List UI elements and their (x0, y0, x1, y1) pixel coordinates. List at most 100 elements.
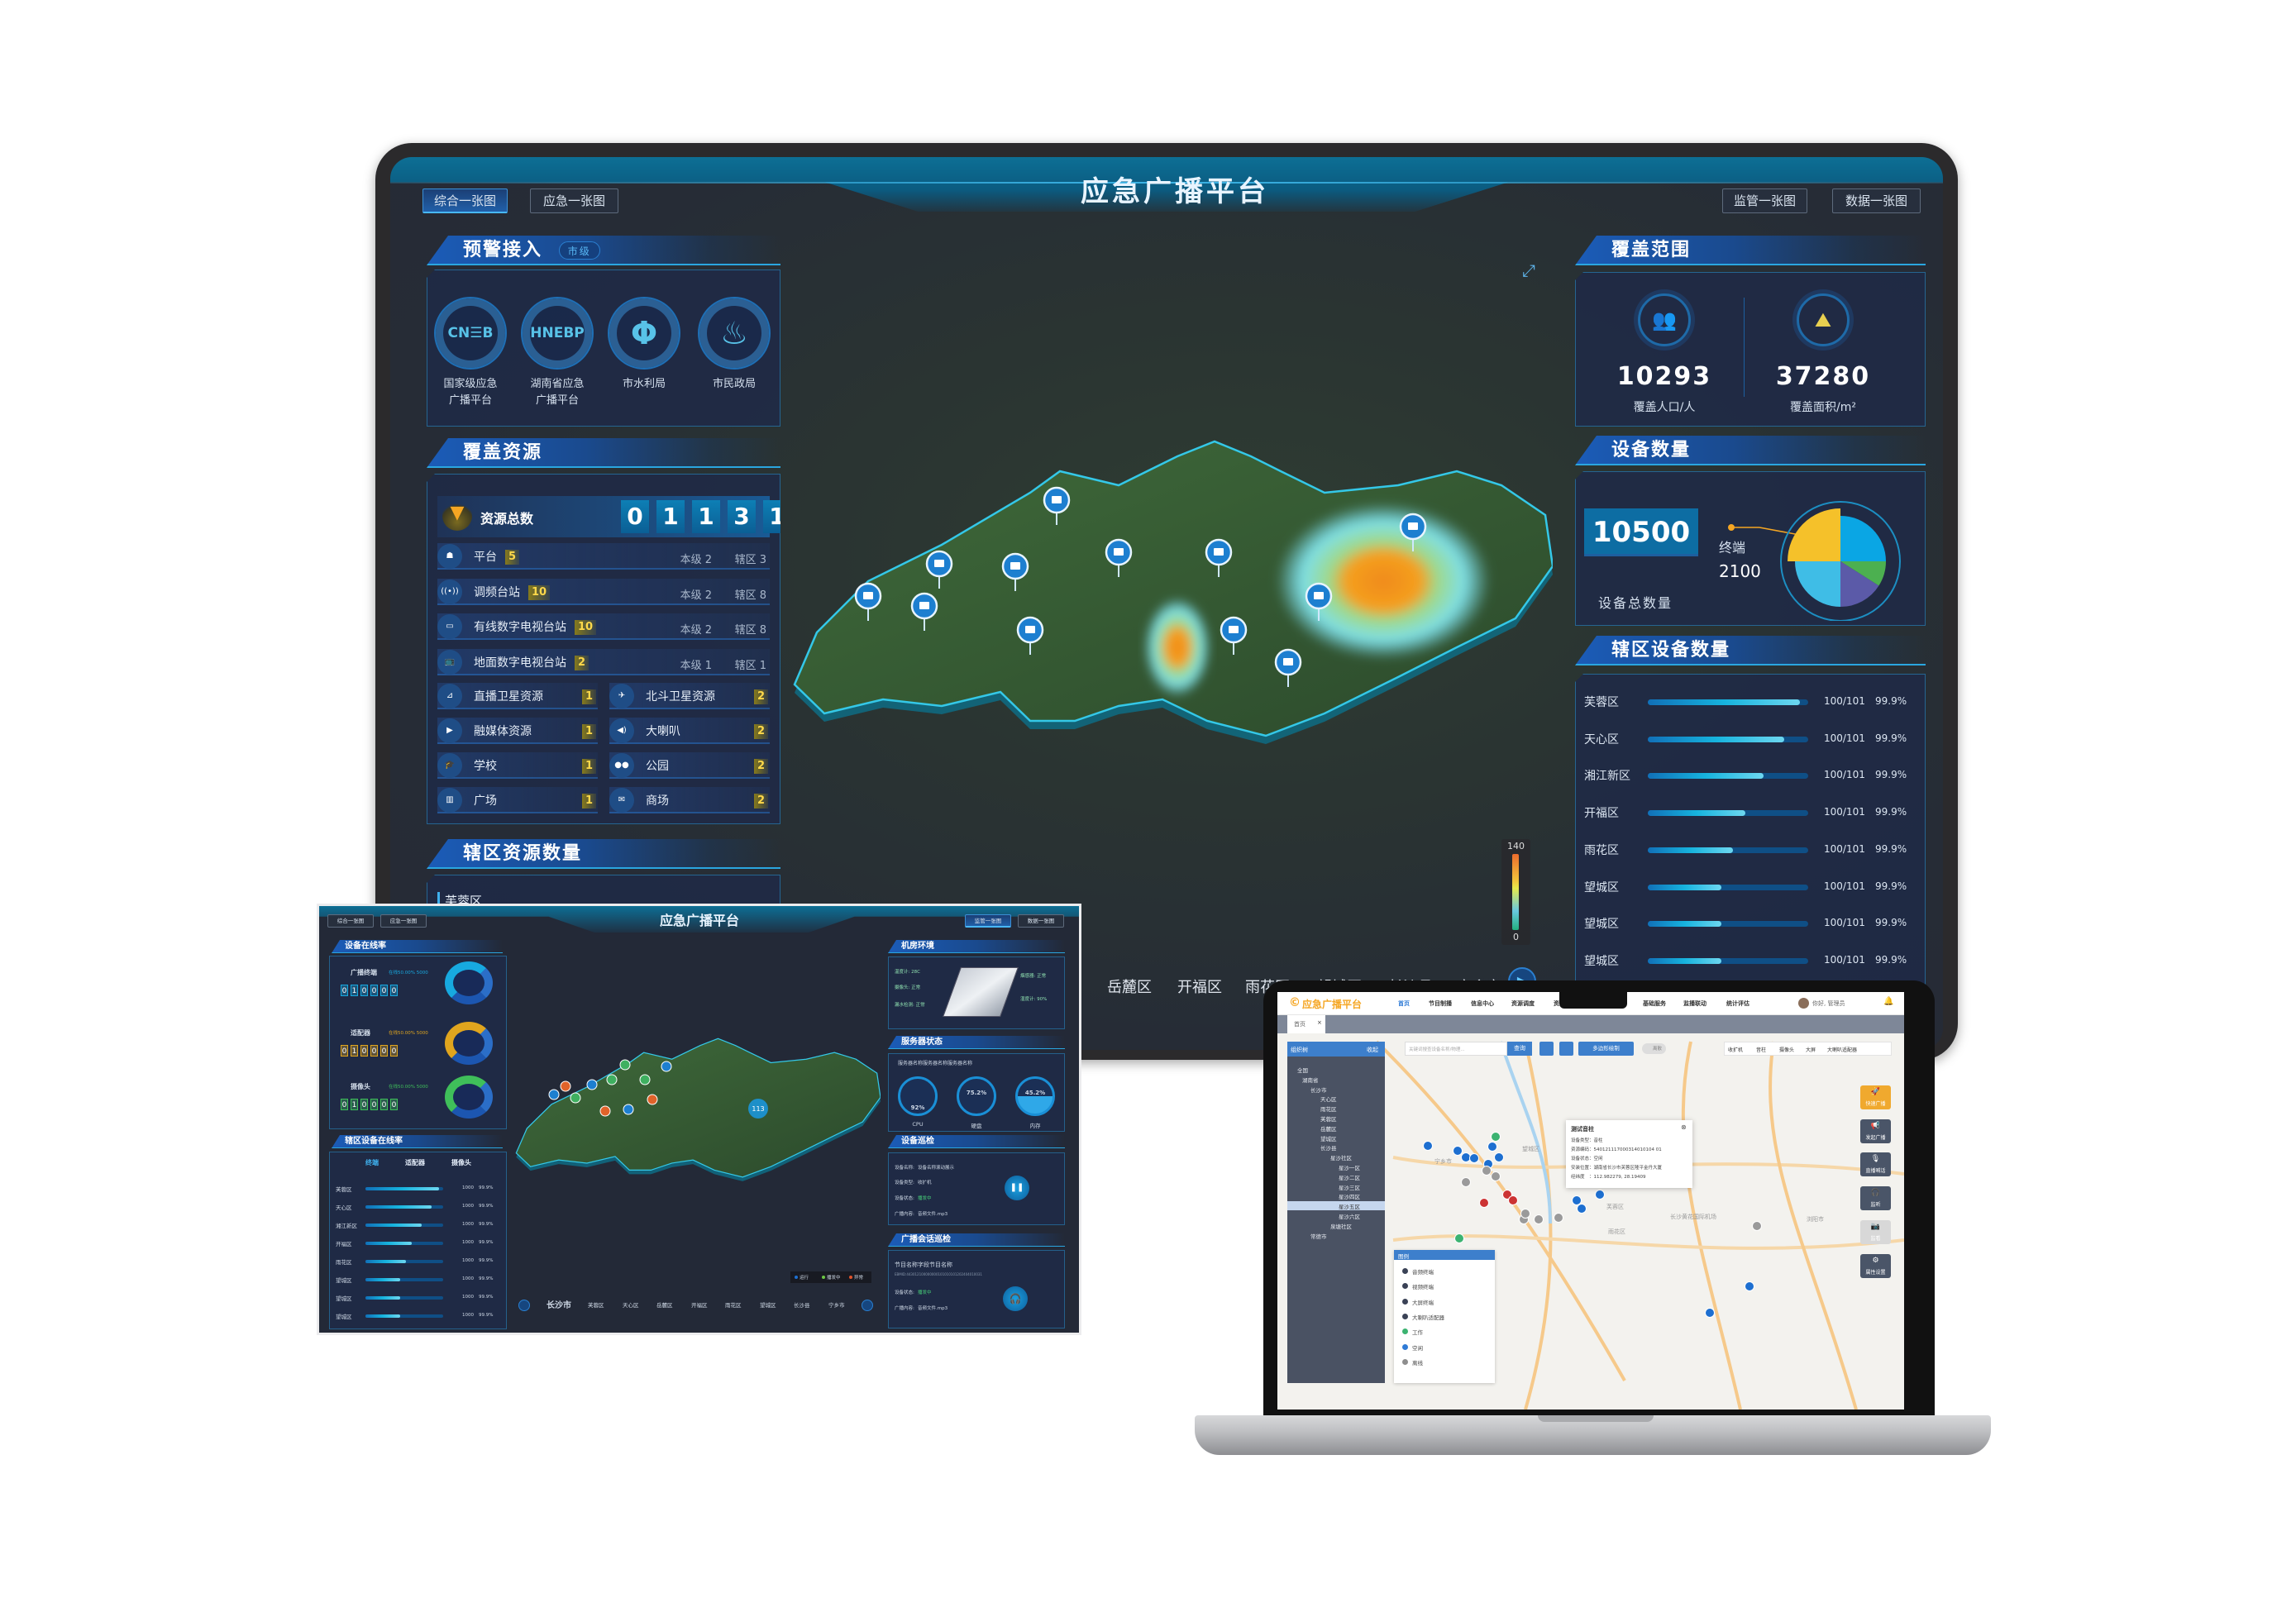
rectangle-draw-button[interactable] (1539, 1042, 1554, 1056)
district-tab[interactable]: 岳麓区 (1107, 979, 1152, 996)
prev-district-button[interactable] (518, 1300, 530, 1311)
pause-button[interactable]: ❚❚ (1005, 1176, 1029, 1200)
device-pie-chart[interactable] (1725, 480, 1923, 622)
属性设置-button[interactable]: ⚙ 属性设置 (1860, 1254, 1891, 1278)
tab-comprehensive-map[interactable]: 综合一张图 (422, 188, 508, 213)
filter-tag[interactable]: 大喇叭适配器 (1827, 1047, 1858, 1053)
监听-button[interactable]: 🎧 监听 (1860, 1186, 1891, 1210)
tree-node[interactable]: 长沙市 (1287, 1085, 1385, 1094)
tablet-nav-tab[interactable]: 综合一张图 (327, 914, 374, 928)
tab-emergency-map[interactable]: 应急一张图 (530, 188, 618, 213)
发起广播-button[interactable]: 📢 发起广播 (1860, 1119, 1891, 1143)
tablet-nav-tab[interactable]: 数据一张图 (1018, 914, 1064, 928)
tree-node[interactable]: 长沙县 (1287, 1142, 1385, 1152)
快速广播-button[interactable]: 🚀 快速广播 (1860, 1085, 1891, 1109)
scatter-toggle[interactable]: 离散 (1642, 1043, 1666, 1054)
tree-node[interactable]: 全国 (1287, 1065, 1385, 1074)
tab-home[interactable]: 首页 × (1287, 1015, 1325, 1033)
tablet-nav-tab[interactable]: 应急一张图 (380, 914, 427, 928)
district-device-row[interactable]: 天心区 100/101 99.9% (1576, 731, 1926, 749)
district-device-row[interactable]: 湘江新区 100/101 99.9% (1576, 767, 1926, 785)
tablet-district-tab[interactable]: 长沙县 (794, 1302, 810, 1309)
district-online-tab[interactable]: 终端 (365, 1159, 379, 1166)
nav-item[interactable]: 基础服务 (1643, 1000, 1666, 1007)
resource-row[interactable]: ▥ 广场 1 (437, 787, 598, 813)
tree-node[interactable]: 湖南省 (1287, 1075, 1385, 1084)
resource-row[interactable]: ▶ 融媒体资源 1 (437, 718, 598, 744)
user-avatar[interactable] (1798, 998, 1809, 1009)
tree-node[interactable]: 芙蓉区 (1287, 1114, 1385, 1123)
tree-node[interactable]: 星沙四区 (1287, 1191, 1385, 1200)
nav-item[interactable]: 信息中心 (1471, 1000, 1494, 1007)
source-logo-hnebp-logo[interactable]: HNEBP (521, 297, 594, 370)
tablet-nav-tab[interactable]: 监管一张图 (965, 914, 1011, 928)
district-tab[interactable]: 开福区 (1177, 979, 1222, 996)
source-logo-water-bureau-icon[interactable]: Φ (608, 297, 680, 370)
filter-tag[interactable]: 摄像头 (1779, 1047, 1795, 1053)
resource-row[interactable]: ✉ 商场 2 (609, 787, 770, 813)
tree-node[interactable]: 常德市 (1287, 1231, 1385, 1240)
headphones-button[interactable]: 🎧 (1003, 1286, 1028, 1311)
nav-item[interactable]: 资源调度 (1511, 1000, 1535, 1007)
tablet-district-tab[interactable]: 芙蓉区 (588, 1302, 604, 1309)
tab-data-map[interactable]: 数据一张图 (1832, 188, 1921, 213)
tree-node[interactable]: 望城区 (1287, 1133, 1385, 1142)
district-device-row[interactable]: 望城区 100/101 99.9% (1576, 952, 1926, 971)
tab-close-icon[interactable]: × (1317, 1019, 1322, 1026)
resource-row[interactable]: 🎓 学校 1 (437, 752, 598, 779)
user-greeting[interactable]: 你好, 管理员 (1812, 1000, 1845, 1007)
filter-tag[interactable]: 音柱 (1756, 1047, 1767, 1053)
直播喊话-button[interactable]: 🎙 直播喊话 (1860, 1152, 1891, 1176)
search-button[interactable]: 查询 (1507, 1042, 1532, 1056)
search-input[interactable]: 关键词搜查设备名称/物理... (1405, 1042, 1507, 1056)
nav-item[interactable]: 节目制播 (1429, 1000, 1452, 1007)
level-badge[interactable]: 市级 (558, 241, 600, 260)
filter-tag[interactable]: 大屏 (1806, 1047, 1816, 1053)
tablet-district-tab[interactable]: 宁乡市 (828, 1302, 845, 1309)
source-logo-cneb-logo[interactable]: CN☰B (434, 297, 507, 370)
tree-node[interactable]: 星沙一区 (1287, 1162, 1385, 1171)
tablet-district-tab[interactable]: 雨花区 (725, 1302, 742, 1309)
tree-node[interactable]: 星沙五区 (1287, 1201, 1385, 1211)
resource-row[interactable]: ●● 公园 2 (609, 752, 770, 779)
bell-icon[interactable]: 🔔 (1883, 997, 1894, 1006)
device-filter-select[interactable]: 收扩机 音柱 摄像头 大屏 大喇叭适配器 (1724, 1042, 1892, 1056)
fullscreen-icon[interactable]: ⤢ (1522, 260, 1535, 280)
region-map[interactable] (787, 434, 1553, 744)
nav-item[interactable]: 统计评估 (1726, 1000, 1749, 1007)
resource-row[interactable]: ☗ 平台 5 本级 2 辖区 3 (437, 543, 770, 570)
tablet-region-map[interactable]: 113 (513, 1035, 881, 1192)
tablet-district-tab[interactable]: 岳麓区 (656, 1302, 673, 1309)
nav-item[interactable]: 监播联动 (1683, 1000, 1706, 1007)
tree-node[interactable]: 天心区 (1287, 1094, 1385, 1103)
resource-row[interactable]: ⊿ 直播卫星资源 1 (437, 683, 598, 709)
server-name-dropdown[interactable]: 服务器名称服务器名称服务器名称 (898, 1061, 973, 1066)
nav-item[interactable]: 首页 (1398, 1000, 1410, 1007)
polygon-draw-button[interactable]: 多边形绘制 (1578, 1042, 1634, 1056)
filter-tag[interactable]: 收扩机 (1728, 1047, 1744, 1053)
tablet-district-tab[interactable]: 望城区 (760, 1302, 776, 1309)
district-device-row[interactable]: 雨花区 100/101 99.9% (1576, 842, 1926, 860)
resource-row[interactable]: 📺 地面数字电视台站 2 本级 1 辖区 1 (437, 649, 770, 675)
tree-node[interactable]: 泉塘社区 (1287, 1221, 1385, 1230)
district-device-row[interactable]: 芙蓉区 100/101 99.9% (1576, 694, 1926, 712)
tablet-district-tab[interactable]: 天心区 (623, 1302, 639, 1309)
tree-node[interactable]: 雨花区 (1287, 1104, 1385, 1113)
resource-row[interactable]: ◀) 大喇叭 2 (609, 718, 770, 744)
district-online-tab[interactable]: 摄像头 (451, 1159, 471, 1166)
tree-node[interactable]: 星沙社区 (1287, 1152, 1385, 1162)
circle-draw-button[interactable] (1559, 1042, 1573, 1056)
resource-row[interactable]: ▭ 有线数字电视台站 10 本级 2 辖区 8 (437, 613, 770, 640)
district-device-row[interactable]: 开福区 100/101 99.9% (1576, 804, 1926, 823)
source-logo-civil-affairs-icon[interactable]: ♨ (698, 297, 771, 370)
laptop-map[interactable] (1277, 992, 1904, 1410)
popup-close-icon[interactable]: ⊗ (1681, 1123, 1687, 1131)
next-district-button[interactable] (862, 1300, 873, 1311)
district-device-row[interactable]: 望城区 100/101 99.9% (1576, 915, 1926, 933)
tree-node[interactable]: 星沙三区 (1287, 1182, 1385, 1191)
tree-node[interactable]: 星沙六区 (1287, 1211, 1385, 1220)
tablet-district-tab[interactable]: 开福区 (691, 1302, 708, 1309)
district-device-row[interactable]: 望城区 100/101 99.9% (1576, 879, 1926, 897)
tree-node[interactable]: 星沙二区 (1287, 1172, 1385, 1181)
district-online-tab[interactable]: 适配器 (405, 1159, 425, 1166)
